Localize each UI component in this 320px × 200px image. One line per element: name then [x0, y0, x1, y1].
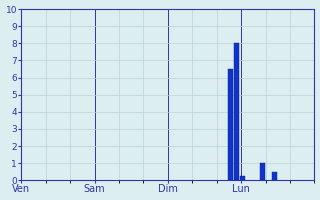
- Bar: [228, 69, 233, 180]
- Bar: [240, 176, 245, 180]
- Bar: [260, 163, 265, 180]
- Bar: [234, 43, 239, 180]
- Bar: [272, 172, 277, 180]
